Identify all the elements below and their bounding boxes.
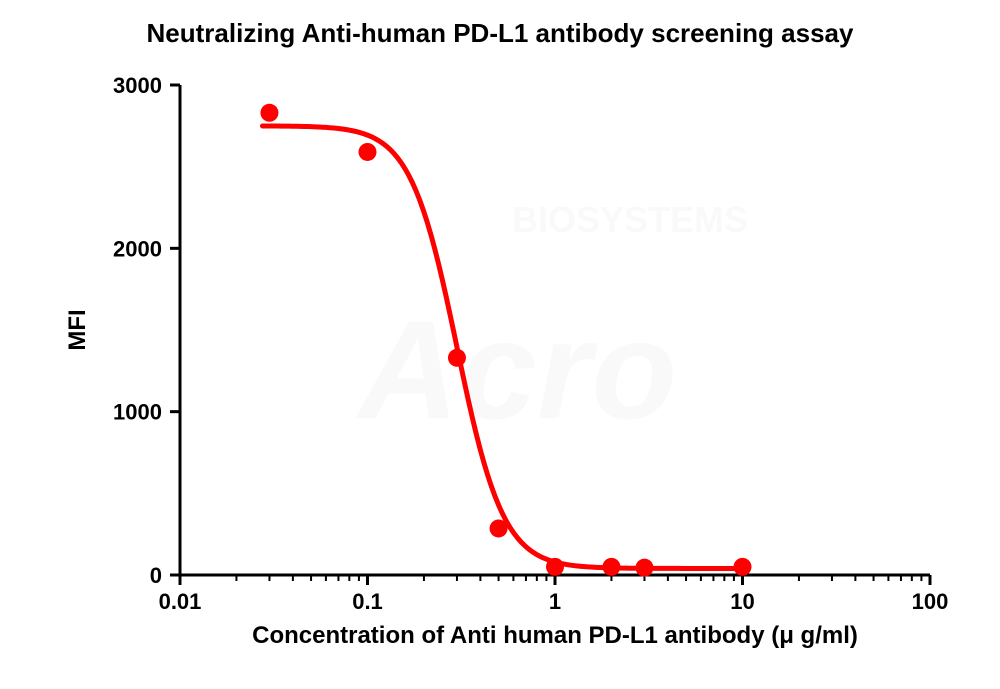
data-point — [734, 558, 752, 576]
data-point — [546, 558, 564, 576]
chart-title: Neutralizing Anti-human PD-L1 antibody s… — [147, 18, 854, 48]
data-point — [260, 104, 278, 122]
x-tick-label: 100 — [912, 589, 949, 614]
data-point — [448, 349, 466, 367]
y-axis-label: MFI — [64, 309, 91, 350]
data-point — [635, 559, 653, 577]
y-tick-label: 2000 — [113, 236, 162, 261]
y-tick-label: 0 — [150, 563, 162, 588]
x-tick-label: 0.01 — [159, 589, 202, 614]
data-point — [602, 558, 620, 576]
x-tick-label: 10 — [730, 589, 754, 614]
x-tick-label: 0.1 — [352, 589, 383, 614]
x-axis-label: Concentration of Anti human PD-L1 antibo… — [252, 622, 858, 649]
data-point — [359, 143, 377, 161]
watermark: BIOSYSTEMS Acro — [355, 199, 748, 448]
watermark-line2: Acro — [355, 291, 677, 448]
chart-svg: BIOSYSTEMS Acro Neutralizing Anti-human PD… — [0, 0, 1000, 689]
watermark-line1: BIOSYSTEMS — [512, 199, 748, 240]
y-tick-label: 3000 — [113, 73, 162, 98]
data-point — [490, 519, 508, 537]
y-tick-label: 1000 — [113, 400, 162, 425]
x-tick-label: 1 — [549, 589, 561, 614]
chart-container: BIOSYSTEMS Acro Neutralizing Anti-human PD… — [0, 0, 1000, 689]
